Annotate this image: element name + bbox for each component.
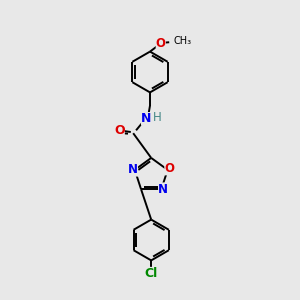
- Text: N: N: [141, 112, 152, 125]
- Text: O: O: [165, 162, 175, 175]
- Text: CH₃: CH₃: [174, 36, 192, 46]
- Text: H: H: [153, 111, 162, 124]
- Text: N: N: [128, 164, 138, 176]
- Text: N: N: [158, 183, 168, 196]
- Text: Cl: Cl: [145, 267, 158, 280]
- Text: O: O: [156, 37, 166, 50]
- Text: O: O: [114, 124, 124, 137]
